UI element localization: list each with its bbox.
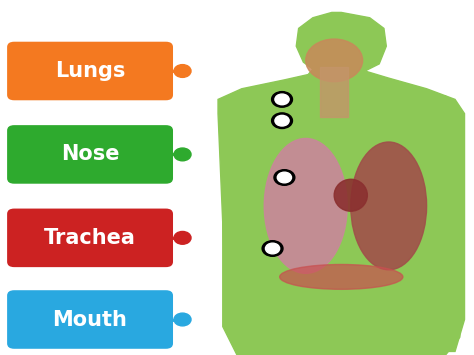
Polygon shape [223, 96, 460, 355]
Circle shape [174, 148, 191, 161]
FancyBboxPatch shape [7, 208, 173, 267]
FancyBboxPatch shape [320, 67, 348, 117]
Circle shape [174, 231, 191, 244]
Circle shape [262, 241, 283, 256]
Circle shape [265, 243, 280, 254]
Ellipse shape [351, 142, 427, 270]
Text: Nose: Nose [61, 144, 119, 164]
Ellipse shape [306, 39, 363, 82]
Text: Lungs: Lungs [55, 61, 125, 81]
Text: Trachea: Trachea [44, 228, 136, 248]
Circle shape [272, 113, 292, 129]
Circle shape [174, 313, 191, 326]
Ellipse shape [334, 179, 367, 211]
Circle shape [301, 16, 382, 76]
Circle shape [274, 170, 295, 185]
Text: Mouth: Mouth [53, 310, 128, 329]
FancyBboxPatch shape [7, 290, 173, 349]
Ellipse shape [280, 264, 403, 289]
Circle shape [174, 65, 191, 77]
Circle shape [277, 172, 292, 183]
FancyBboxPatch shape [325, 60, 358, 96]
Circle shape [275, 115, 289, 126]
Ellipse shape [264, 138, 347, 273]
Circle shape [275, 94, 289, 105]
FancyBboxPatch shape [7, 42, 173, 100]
Circle shape [272, 92, 292, 107]
PathPatch shape [218, 12, 465, 351]
FancyBboxPatch shape [7, 125, 173, 184]
